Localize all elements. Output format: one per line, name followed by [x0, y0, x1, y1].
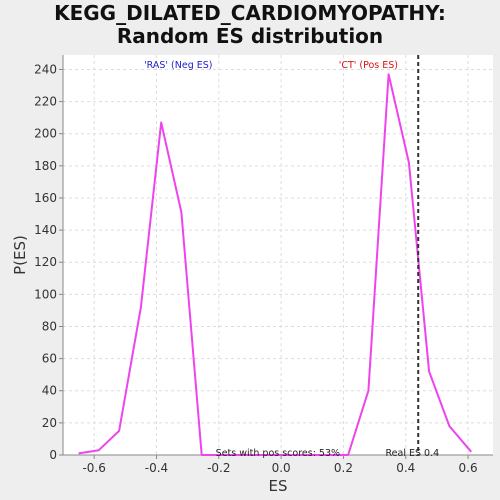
y-tick-label: 100: [34, 287, 57, 301]
y-tick-label: 120: [34, 255, 57, 269]
neg-es-label: 'RAS' (Neg ES): [144, 60, 212, 71]
y-tick-label: 20: [42, 416, 57, 430]
x-tick-label: 0.6: [459, 461, 478, 475]
y-tick-label: 180: [34, 159, 57, 173]
x-tick-label: -0.4: [145, 461, 168, 475]
pos-es-label: 'CT' (Pos ES): [339, 60, 398, 71]
annotations: 'RAS' (Neg ES) 'CT' (Pos ES) Sets with pos…: [144, 55, 439, 459]
x-tick-label: 0.4: [396, 461, 415, 475]
series-line: [78, 73, 472, 456]
gridlines: [63, 55, 493, 456]
chart-title-line-2: Random ES distribution: [116, 24, 384, 48]
series-lines: [78, 73, 472, 456]
chart-title-line-1: KEGG_DILATED_CARDIOMYOPATHY:: [54, 1, 446, 25]
y-axis-ticks: 0 20 40 60 80 100 120 140 160 180 200 220 240: [34, 62, 63, 462]
y-tick-label: 160: [34, 191, 57, 205]
y-tick-label: 220: [34, 95, 57, 109]
chart-title: KEGG_DILATED_CARDIOMYOPATHY: Random ES d…: [0, 2, 500, 48]
x-axis-ticks: -0.6 -0.4 -0.2 0.0 0.2 0.4 0.6: [82, 455, 478, 475]
y-tick-label: 80: [42, 319, 57, 333]
pos-scores-text: Sets with pos scores: 53%: [216, 448, 340, 459]
x-tick-label: 0.2: [334, 461, 353, 475]
y-tick-label: 40: [42, 384, 57, 398]
y-tick-label: 140: [34, 223, 57, 237]
x-tick-label: -0.6: [82, 461, 105, 475]
real-es-text: Real ES 0.4: [386, 448, 440, 459]
y-tick-label: 240: [34, 62, 57, 76]
x-axis-label: ES: [269, 477, 288, 495]
y-tick-label: 60: [42, 352, 57, 366]
plot-area: [63, 55, 493, 455]
y-tick-label: 0: [49, 448, 57, 462]
x-tick-label: 0.0: [272, 461, 291, 475]
x-tick-label: -0.2: [207, 461, 230, 475]
y-tick-label: 200: [34, 127, 57, 141]
y-axis-label: P(ES): [11, 235, 29, 275]
